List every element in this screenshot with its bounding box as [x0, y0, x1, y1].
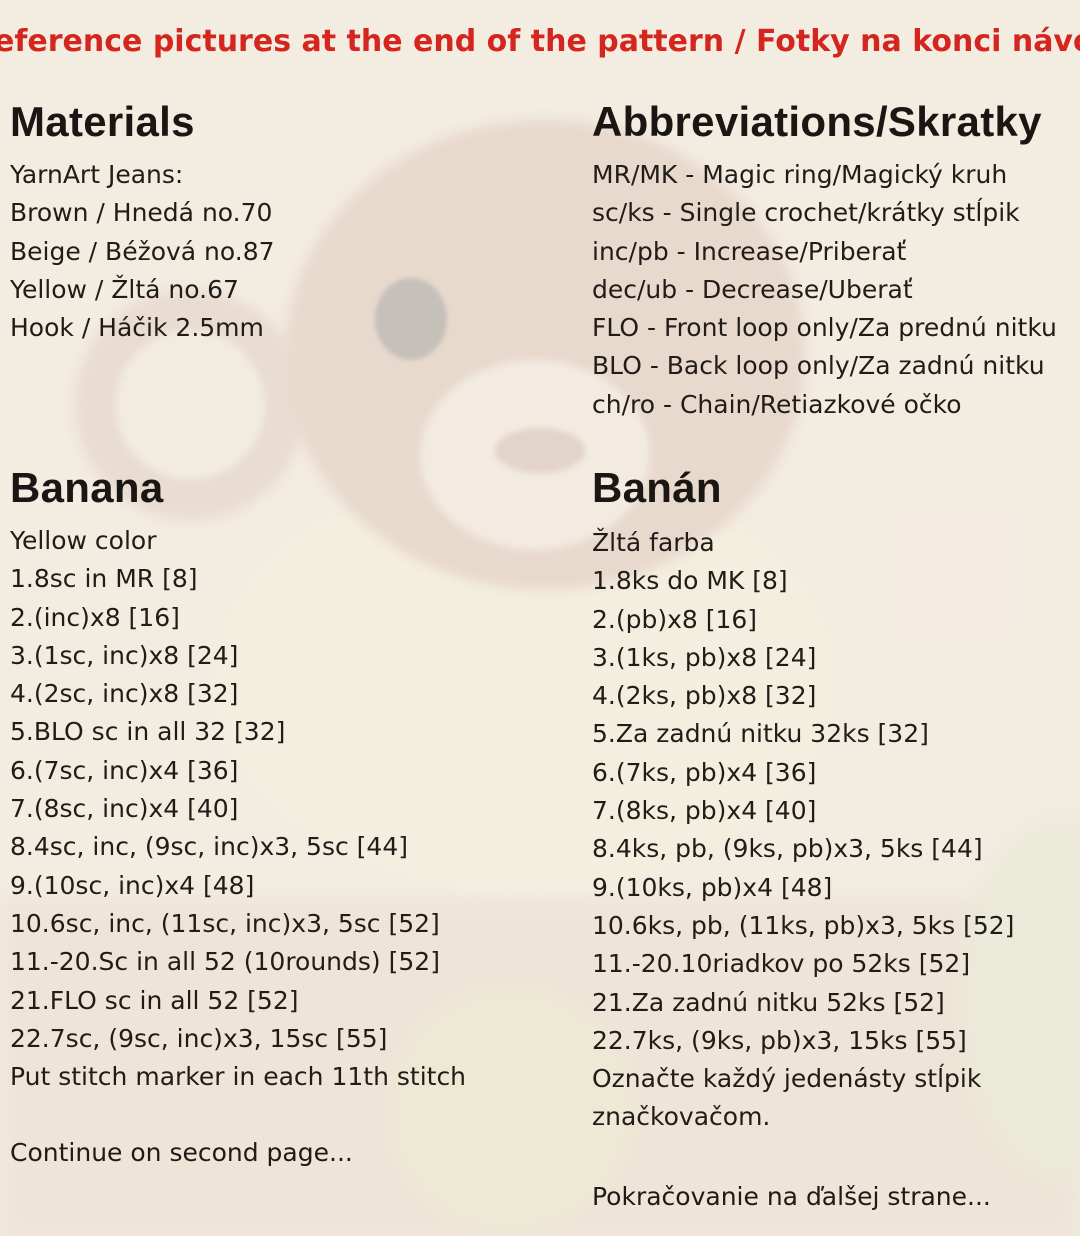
- reference-banner: eference pictures at the end of the patt…: [0, 24, 1080, 59]
- pattern-step-sk: 1.8ks do MK [8]: [592, 566, 788, 596]
- pattern-step-en: 3.(1sc, inc)x8 [24]: [10, 640, 239, 670]
- pattern-step-en: 7.(8sc, inc)x4 [40]: [10, 794, 239, 824]
- material-item: YarnArt Jeans:: [10, 160, 184, 189]
- pattern-step-sk: Označte každý jedenásty stĺpik: [592, 1064, 982, 1094]
- pattern-step-sk: 22.7ks, (9ks, pb)x3, 15ks [55]: [592, 1025, 967, 1055]
- banana-sk-steps: Žltá farba 1.8ks do MK [8] 2.(pb)x8 [16] 3.…: [592, 524, 1080, 1137]
- abbreviation-item: sc/ks - Single crochet/krátky stĺpik: [592, 198, 1020, 228]
- pattern-step-en: 22.7sc, (9sc, inc)x3, 15sc [55]: [10, 1023, 388, 1053]
- pattern-step-sk: Žltá farba: [592, 528, 715, 557]
- pattern-step-en: Yellow color: [10, 526, 157, 555]
- abbreviations-list: MR/MK - Magic ring/Magický kruh sc/ks - S…: [592, 156, 1080, 424]
- pattern-step-sk: 6.(7ks, pb)x4 [36]: [592, 757, 817, 787]
- banana-sk-title: Banán: [592, 464, 722, 511]
- pattern-step-en: 11.-20.Sc in all 52 (10rounds) [52]: [10, 947, 440, 977]
- banana-en-section: Banana Yellow color 1.8sc in MR [8] 2.(inc…: [10, 464, 570, 1096]
- abbreviation-item: FLO - Front loop only/Za prednú nitku: [592, 313, 1057, 343]
- pattern-step-sk: 3.(1ks, pb)x8 [24]: [592, 642, 817, 672]
- abbreviation-item: BLO - Back loop only/Za zadnú nitku: [592, 351, 1045, 381]
- banana-en-continue-note: Continue on second page...: [10, 1138, 353, 1167]
- banana-en-title: Banana: [10, 464, 164, 511]
- pattern-step-sk: 21.Za zadnú nitku 52ks [52]: [592, 987, 945, 1017]
- pattern-step-en: 6.(7sc, inc)x4 [36]: [10, 755, 239, 785]
- materials-title: Materials: [10, 98, 195, 145]
- banana-sk-continue-note: Pokračovanie na ďalšej strane...: [592, 1182, 991, 1211]
- materials-section: Materials YarnArt Jeans: Brown / Hnedá no…: [10, 98, 570, 347]
- pattern-step-en: Put stitch marker in each 11th stitch: [10, 1062, 467, 1092]
- pattern-step-en: 9.(10sc, inc)x4 [48]: [10, 870, 255, 900]
- pattern-step-sk: 8.4ks, pb, (9ks, pb)x3, 5ks [44]: [592, 834, 983, 864]
- abbreviation-item: inc/pb - Increase/Priberať: [592, 236, 907, 266]
- banana-en-steps: Yellow color 1.8sc in MR [8] 2.(inc)x8 [16…: [10, 522, 570, 1096]
- pattern-step-en: 8.4sc, inc, (9sc, inc)x3, 5sc [44]: [10, 832, 408, 862]
- pattern-step-en: 1.8sc in MR [8]: [10, 564, 198, 594]
- pattern-step-sk: 11.-20.10riadkov po 52ks [52]: [592, 949, 971, 979]
- pattern-step-sk: značkovačom.: [592, 1102, 771, 1132]
- materials-list: YarnArt Jeans: Brown / Hnedá no.70 Beige /…: [10, 156, 570, 347]
- material-item: Beige / Béžová no.87: [10, 236, 275, 266]
- pattern-step-sk: 9.(10ks, pb)x4 [48]: [592, 872, 833, 902]
- abbreviations-section: Abbreviations/Skratky MR/MK - Magic ring…: [592, 98, 1080, 424]
- pattern-step-en: 4.(2sc, inc)x8 [32]: [10, 679, 239, 709]
- material-item: Hook / Háčik 2.5mm: [10, 313, 264, 343]
- abbreviations-title: Abbreviations/Skratky: [592, 98, 1042, 145]
- pattern-step-en: 21.FLO sc in all 52 [52]: [10, 985, 299, 1015]
- abbreviation-item: dec/ub - Decrease/Uberať: [592, 274, 913, 304]
- banana-sk-section: Banán Žltá farba 1.8ks do MK [8] 2.(pb)x8 …: [592, 464, 1080, 1137]
- pattern-step-sk: 10.6ks, pb, (11ks, pb)x3, 5ks [52]: [592, 910, 1015, 940]
- abbreviation-item: ch/ro - Chain/Retiazkové očko: [592, 389, 962, 419]
- pattern-step-sk: 2.(pb)x8 [16]: [592, 604, 758, 634]
- pattern-step-en: 10.6sc, inc, (11sc, inc)x3, 5sc [52]: [10, 908, 440, 938]
- reference-banner-text: eference pictures at the end of the patt…: [0, 24, 1080, 59]
- pattern-step-sk: 7.(8ks, pb)x4 [40]: [592, 796, 817, 826]
- abbreviation-item: MR/MK - Magic ring/Magický kruh: [592, 160, 1008, 189]
- material-item: Brown / Hnedá no.70: [10, 198, 273, 228]
- pattern-step-en: 2.(inc)x8 [16]: [10, 602, 180, 632]
- material-item: Yellow / Žltá no.67: [10, 274, 239, 304]
- pattern-step-sk: 4.(2ks, pb)x8 [32]: [592, 681, 817, 711]
- pattern-step-sk: 5.Za zadnú nitku 32ks [32]: [592, 719, 929, 749]
- pattern-step-en: 5.BLO sc in all 32 [32]: [10, 717, 286, 747]
